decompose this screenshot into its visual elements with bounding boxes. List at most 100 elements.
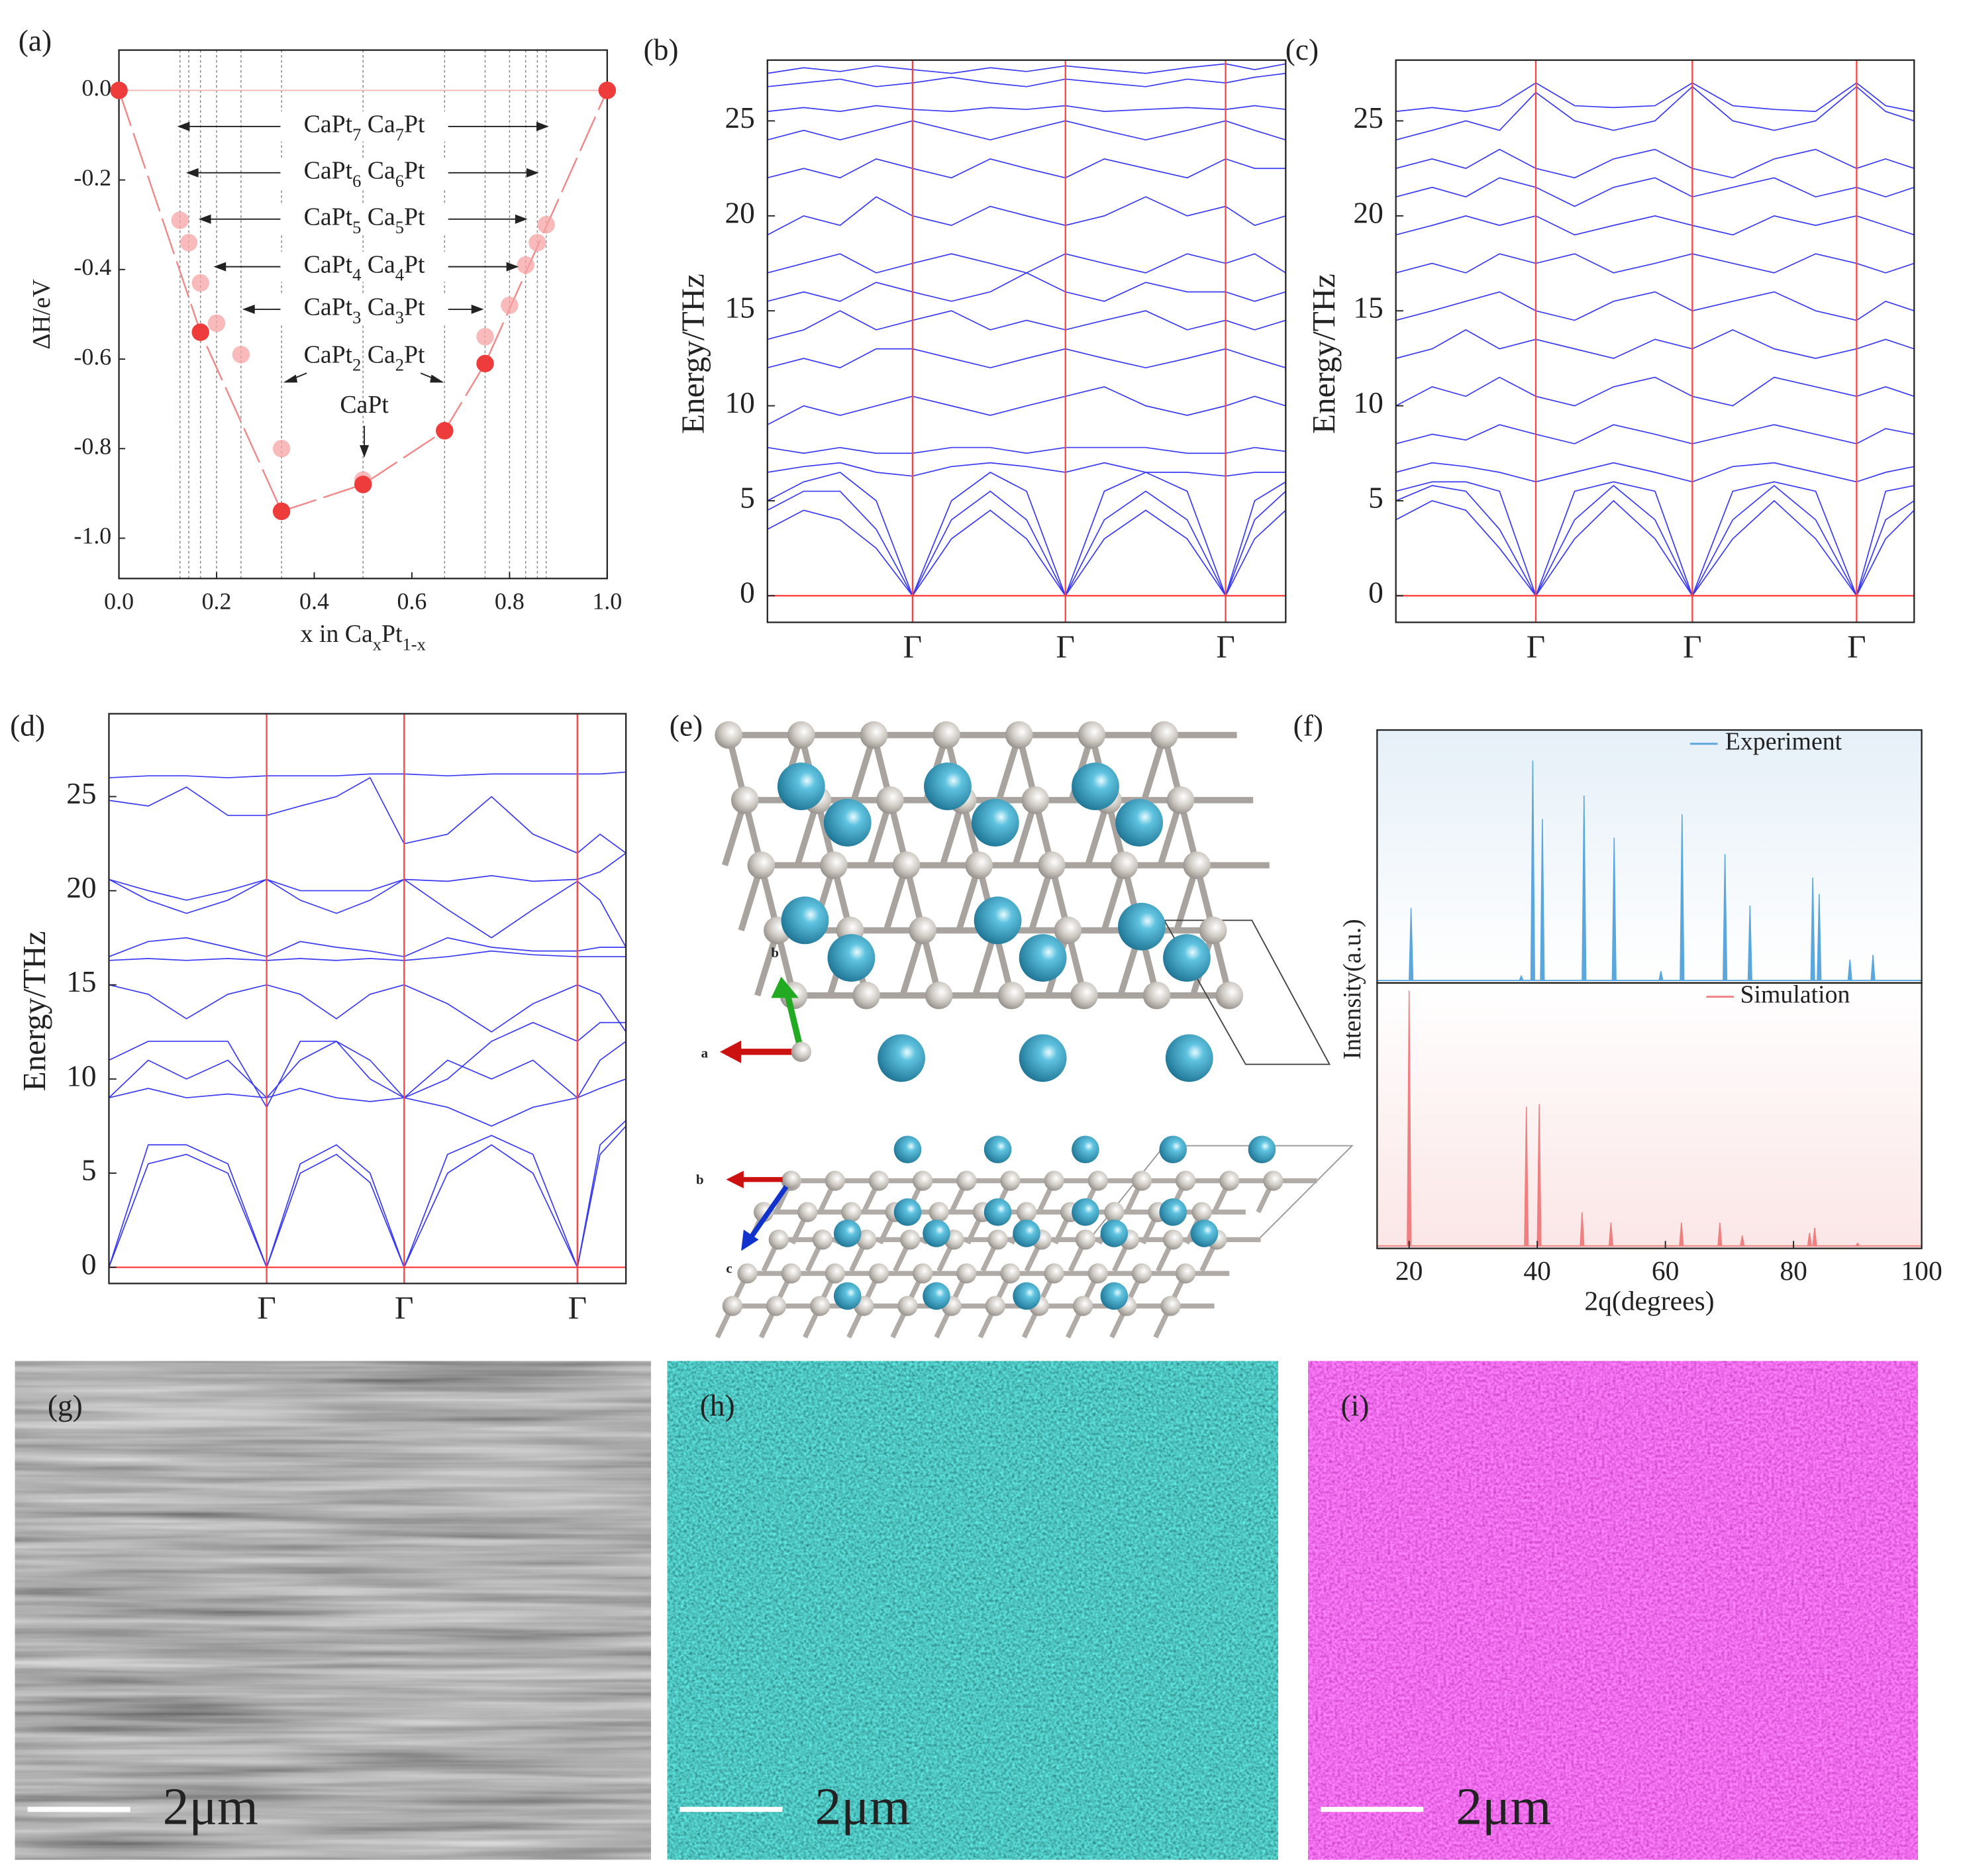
x-tick-label: Γ — [903, 628, 922, 664]
pt-atom — [1000, 1171, 1021, 1191]
x-axis-label: 2q(degrees) — [1584, 1285, 1714, 1316]
data-point — [110, 81, 128, 99]
peak — [1530, 760, 1535, 981]
pt-atom — [722, 1296, 742, 1316]
data-point — [501, 296, 519, 315]
band — [1395, 253, 1915, 274]
pt-atom — [787, 721, 815, 749]
pt-atom — [766, 1296, 787, 1316]
peak — [1847, 959, 1852, 981]
ca-atom — [983, 1198, 1012, 1226]
band — [1395, 177, 1915, 207]
ca-atom — [1100, 1282, 1129, 1310]
y-tick-label: 0 — [740, 576, 755, 609]
band — [109, 776, 627, 854]
data-point — [354, 476, 372, 494]
ca-atom — [893, 1198, 922, 1226]
micrograph — [667, 1361, 1278, 1860]
band — [767, 158, 1286, 179]
data-point — [476, 354, 494, 373]
pt-atom — [1263, 1171, 1284, 1191]
peak — [1519, 974, 1524, 981]
y-tick-label: 5 — [81, 1153, 97, 1186]
peak — [1870, 955, 1876, 981]
y-tick-label: 10 — [1353, 386, 1383, 419]
arrow — [185, 168, 281, 178]
ca-atom — [1159, 1198, 1187, 1226]
pt-atom — [956, 1263, 977, 1284]
pt-atom — [781, 1263, 801, 1284]
ca-atom — [1118, 902, 1166, 951]
pt-atom — [1131, 1171, 1152, 1191]
band — [108, 1040, 627, 1099]
peak — [1717, 1222, 1723, 1247]
arrow — [448, 262, 519, 272]
panel-label: (e) — [670, 709, 703, 743]
pt-atom — [753, 1202, 774, 1222]
pt-atom — [1131, 1263, 1152, 1284]
panel-label: (f) — [1293, 709, 1323, 743]
axis-arrow — [749, 1178, 793, 1239]
y-tick-label: 0 — [1368, 576, 1384, 609]
x-tick-label: 1.0 — [592, 588, 622, 614]
data-point — [537, 216, 555, 234]
band — [767, 446, 1286, 454]
plot-frame — [108, 713, 627, 1284]
band — [109, 937, 627, 958]
ca-atom — [974, 896, 1022, 945]
peak — [1679, 1222, 1684, 1247]
peak — [1536, 1104, 1542, 1247]
data-point — [179, 234, 198, 252]
y-tick-label: -0.4 — [74, 254, 111, 280]
data-point — [272, 502, 291, 521]
arrow — [360, 425, 370, 458]
plot-frame — [118, 49, 608, 580]
pt-atom — [1075, 1229, 1096, 1250]
x-tick-label: Γ — [1847, 628, 1866, 664]
x-tick-label: 80 — [1780, 1255, 1807, 1286]
band — [109, 984, 627, 1033]
data-point — [598, 81, 617, 99]
pt-atom — [900, 1229, 921, 1250]
panel-label: (g) — [48, 1389, 83, 1422]
panel-background — [1377, 982, 1922, 1249]
pt-atom — [892, 851, 921, 879]
pt-atom — [747, 851, 776, 879]
pt-atom — [1175, 1171, 1196, 1191]
band — [767, 72, 1286, 87]
peak — [1812, 1227, 1817, 1247]
pt-atom — [1150, 721, 1178, 749]
arrow — [448, 214, 528, 224]
pt-atom — [841, 1202, 862, 1222]
pt-atom — [1142, 981, 1171, 1010]
pt-atom — [825, 1171, 845, 1191]
axis-name: b — [696, 1172, 704, 1187]
annotation-bg — [277, 204, 451, 234]
pt-atom — [909, 916, 936, 945]
pt-atom — [1087, 1263, 1108, 1284]
crystal-structure: ba — [701, 721, 1331, 1082]
ca-atom — [1248, 1135, 1276, 1164]
ca-atom — [893, 1135, 922, 1164]
ca-atom — [923, 1220, 950, 1247]
band — [1395, 376, 1915, 407]
y-tick-label: 10 — [725, 386, 755, 419]
band — [1395, 291, 1915, 321]
pt-atom — [825, 1263, 845, 1284]
peak — [1810, 877, 1815, 981]
data-point — [528, 234, 546, 252]
pt-atom — [1160, 1296, 1181, 1316]
micrograph — [15, 1361, 651, 1860]
ca-atom — [983, 1135, 1012, 1164]
axis-arrowhead — [726, 1171, 744, 1188]
peak — [1747, 906, 1752, 981]
pt-atom — [1044, 1171, 1064, 1191]
band — [1395, 329, 1915, 359]
band — [109, 771, 627, 778]
arrow — [177, 121, 281, 131]
band — [1395, 424, 1915, 444]
panel-label: (c) — [1285, 33, 1319, 66]
pt-atom — [1163, 1229, 1183, 1250]
